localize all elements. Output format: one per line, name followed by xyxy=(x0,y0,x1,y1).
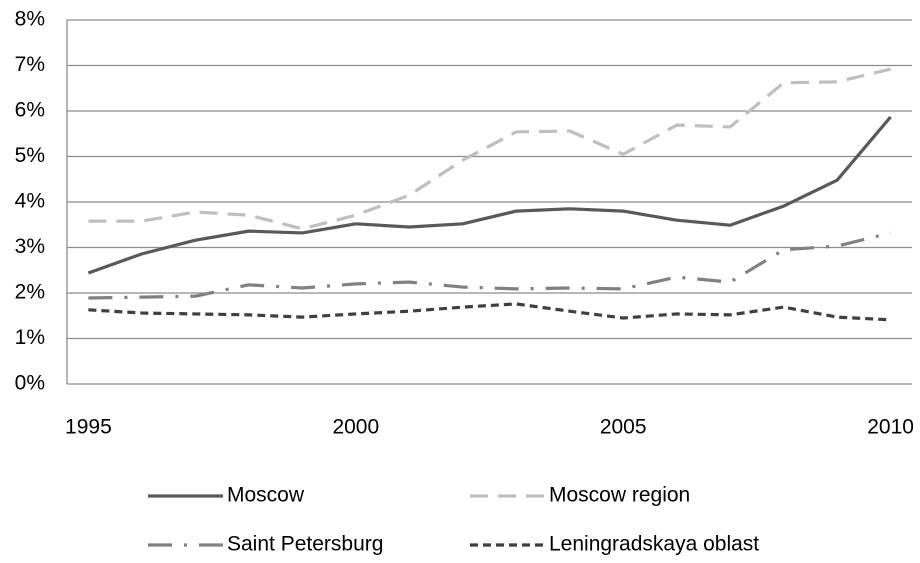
y-tick-label: 8% xyxy=(15,8,45,31)
x-tick-label: 1995 xyxy=(65,416,112,439)
legend-label: Leningradskaya oblast xyxy=(549,533,759,556)
y-tick-label: 3% xyxy=(15,235,45,258)
y-tick-label: 5% xyxy=(15,144,45,167)
series-line xyxy=(87,115,892,275)
legend-label: Saint Petersburg xyxy=(227,533,383,556)
y-tick-label: 7% xyxy=(15,53,45,76)
series-line xyxy=(88,302,891,322)
series-line xyxy=(88,67,891,231)
x-tick-label: 2000 xyxy=(332,416,379,439)
y-tick-label: 1% xyxy=(15,326,45,349)
legend-label: Moscow region xyxy=(549,484,690,507)
x-tick-label: 2010 xyxy=(867,416,914,439)
series-line xyxy=(88,231,891,300)
x-tick-label: 2005 xyxy=(600,416,647,439)
y-tick-label: 4% xyxy=(15,190,45,213)
y-tick-label: 2% xyxy=(15,281,45,304)
legend-label: Moscow xyxy=(227,484,305,507)
y-tick-label: 6% xyxy=(15,99,45,122)
y-tick-label: 0% xyxy=(15,372,45,395)
